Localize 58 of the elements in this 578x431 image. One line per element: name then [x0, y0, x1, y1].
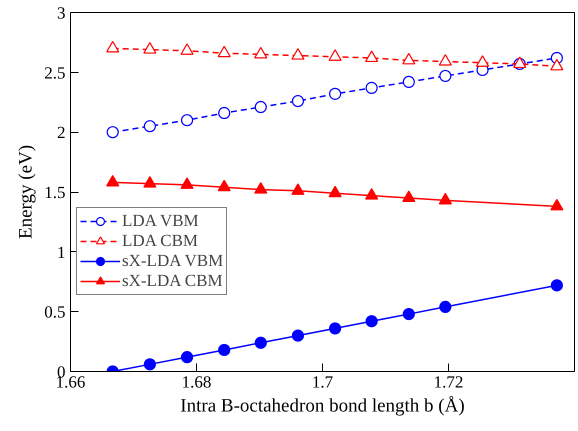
point	[366, 315, 378, 328]
point	[550, 58, 564, 70]
point	[366, 82, 378, 94]
x-axis-title: Intra B-octahedron bond length b (Å)	[180, 396, 465, 416]
point	[292, 94, 304, 108]
point	[402, 52, 416, 64]
point	[328, 49, 342, 61]
point	[402, 190, 416, 202]
point	[439, 300, 452, 313]
point	[329, 322, 342, 335]
point	[254, 46, 268, 58]
point	[291, 48, 305, 60]
legend-label: LDA CBM	[122, 231, 198, 251]
point	[218, 106, 230, 120]
point	[144, 358, 156, 370]
point	[365, 188, 378, 200]
point	[143, 176, 156, 188]
point	[254, 336, 267, 349]
point	[106, 40, 120, 52]
point	[329, 88, 342, 100]
y-tick-label: 2	[57, 123, 66, 142]
y-axis-title: Energy (eV)	[15, 144, 36, 240]
point	[438, 54, 452, 66]
y-tick-label: 2.5	[44, 63, 66, 82]
point	[144, 120, 156, 132]
point	[476, 55, 490, 67]
point	[180, 114, 194, 126]
point	[180, 351, 194, 364]
point	[254, 100, 267, 114]
point	[402, 76, 415, 88]
legend-label: sX-LDA VBM	[122, 251, 224, 271]
legend-label: LDA VBM	[122, 211, 199, 231]
point	[292, 330, 304, 342]
x-tick-label: 1.68	[182, 372, 212, 392]
y-tick-label: 1.5	[44, 183, 66, 202]
point	[143, 42, 156, 54]
point	[365, 50, 378, 62]
point	[180, 177, 194, 189]
point	[328, 186, 342, 198]
point	[291, 183, 305, 195]
y-tick-label: 3	[57, 4, 66, 22]
point	[402, 308, 415, 320]
point	[218, 46, 231, 58]
point	[218, 344, 230, 356]
point	[180, 43, 194, 55]
point	[439, 70, 452, 82]
point	[106, 126, 119, 138]
y-tick-label: 0.5	[44, 302, 66, 322]
x-tick-label: 1.72	[434, 372, 464, 392]
x-tick-label: 1.7	[312, 372, 334, 392]
point	[106, 174, 120, 186]
point	[550, 279, 563, 292]
point	[218, 180, 231, 192]
point	[254, 182, 268, 194]
point	[438, 192, 452, 204]
point	[550, 198, 564, 210]
y-tick-label: 1	[57, 242, 66, 262]
legend-label: sX-LDA CBM	[122, 271, 223, 291]
